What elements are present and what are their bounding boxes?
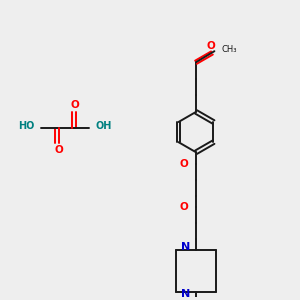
- Text: HO: HO: [19, 121, 35, 131]
- Text: O: O: [180, 159, 189, 169]
- Text: O: O: [71, 100, 80, 110]
- Text: CH₃: CH₃: [222, 45, 237, 54]
- Text: N: N: [182, 242, 191, 252]
- Text: O: O: [206, 41, 215, 52]
- Text: N: N: [182, 290, 191, 299]
- Text: O: O: [54, 145, 63, 155]
- Text: O: O: [180, 202, 189, 212]
- Text: OH: OH: [96, 121, 112, 131]
